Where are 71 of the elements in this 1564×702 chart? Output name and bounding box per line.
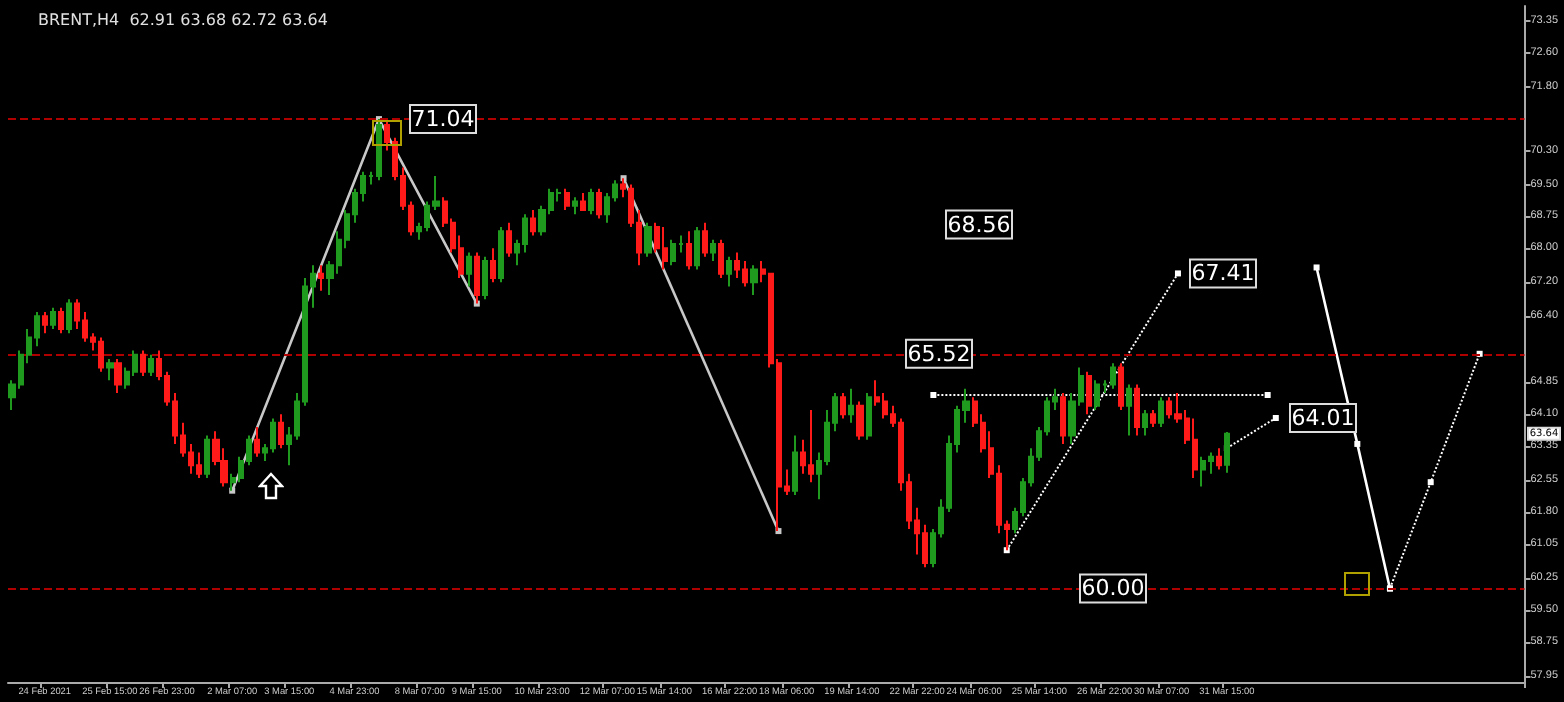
candlestick <box>1086 370 1092 416</box>
candlestick <box>498 226 504 284</box>
candlestick <box>254 425 260 458</box>
candlestick <box>670 238 676 267</box>
candlestick <box>726 255 732 288</box>
candlestick <box>572 196 578 216</box>
chart-title: BRENT,H4 62.91 63.68 62.72 63.64 <box>38 11 328 29</box>
candlestick <box>1216 447 1222 471</box>
candlestick <box>318 264 324 292</box>
candlestick <box>148 353 154 377</box>
candlestick <box>98 336 104 373</box>
point <box>1174 270 1181 277</box>
candlestick <box>530 209 536 237</box>
candlestick <box>1158 396 1164 428</box>
candlestick <box>140 349 146 377</box>
candlestick <box>1142 408 1148 437</box>
candlestick <box>114 357 122 394</box>
annotation: 67.41 <box>1191 260 1255 287</box>
point <box>1272 414 1279 421</box>
point <box>930 392 937 399</box>
candlestick <box>750 264 758 297</box>
candlestick <box>58 306 64 335</box>
candlestick <box>792 434 798 496</box>
candlestick <box>106 357 114 382</box>
candlestick <box>694 226 700 271</box>
point <box>1313 264 1320 271</box>
candlestick <box>662 226 668 271</box>
candlestick <box>1094 379 1100 411</box>
candlestick <box>588 187 594 216</box>
candlestick <box>848 387 854 424</box>
candlestick <box>270 417 276 454</box>
candlestick <box>580 192 586 212</box>
annotation: 60.00 <box>1081 575 1145 602</box>
point <box>1354 440 1361 447</box>
candlestick <box>686 230 692 271</box>
candlestick <box>1118 362 1124 411</box>
candlestick <box>856 400 864 441</box>
candlestick <box>490 247 496 284</box>
annotation: 68.56 <box>947 211 1011 238</box>
candlestick <box>808 408 814 484</box>
candlestick <box>1200 455 1206 488</box>
candlestick <box>196 451 202 479</box>
candlestick <box>482 255 488 301</box>
candlestick <box>734 251 740 280</box>
point <box>1427 479 1434 486</box>
annotation: 71.04 <box>411 106 475 133</box>
candlestick <box>742 260 748 288</box>
candlestick <box>50 306 56 331</box>
candlestick <box>702 221 708 258</box>
candlestick <box>1126 383 1132 437</box>
candlestick <box>466 251 472 288</box>
point <box>1264 392 1271 399</box>
candlestick <box>66 298 72 335</box>
candlestick <box>718 238 724 280</box>
candlestick <box>1134 383 1140 437</box>
candlestick <box>1110 362 1116 390</box>
candlestick <box>506 221 512 258</box>
candlestick <box>278 413 284 450</box>
candlestick <box>1192 417 1198 479</box>
candlestick <box>840 391 846 420</box>
annotation: 65.52 <box>907 340 971 367</box>
candlestick <box>1150 408 1156 428</box>
candlestick <box>710 238 716 263</box>
candlestick <box>1060 391 1066 445</box>
candlestick <box>866 391 872 441</box>
annotation: 64.01 <box>1291 404 1355 431</box>
candlestick <box>42 311 48 335</box>
candlestick <box>596 187 602 220</box>
candlestick <box>564 187 570 212</box>
candlestick <box>204 434 210 479</box>
candlestick <box>644 221 652 258</box>
